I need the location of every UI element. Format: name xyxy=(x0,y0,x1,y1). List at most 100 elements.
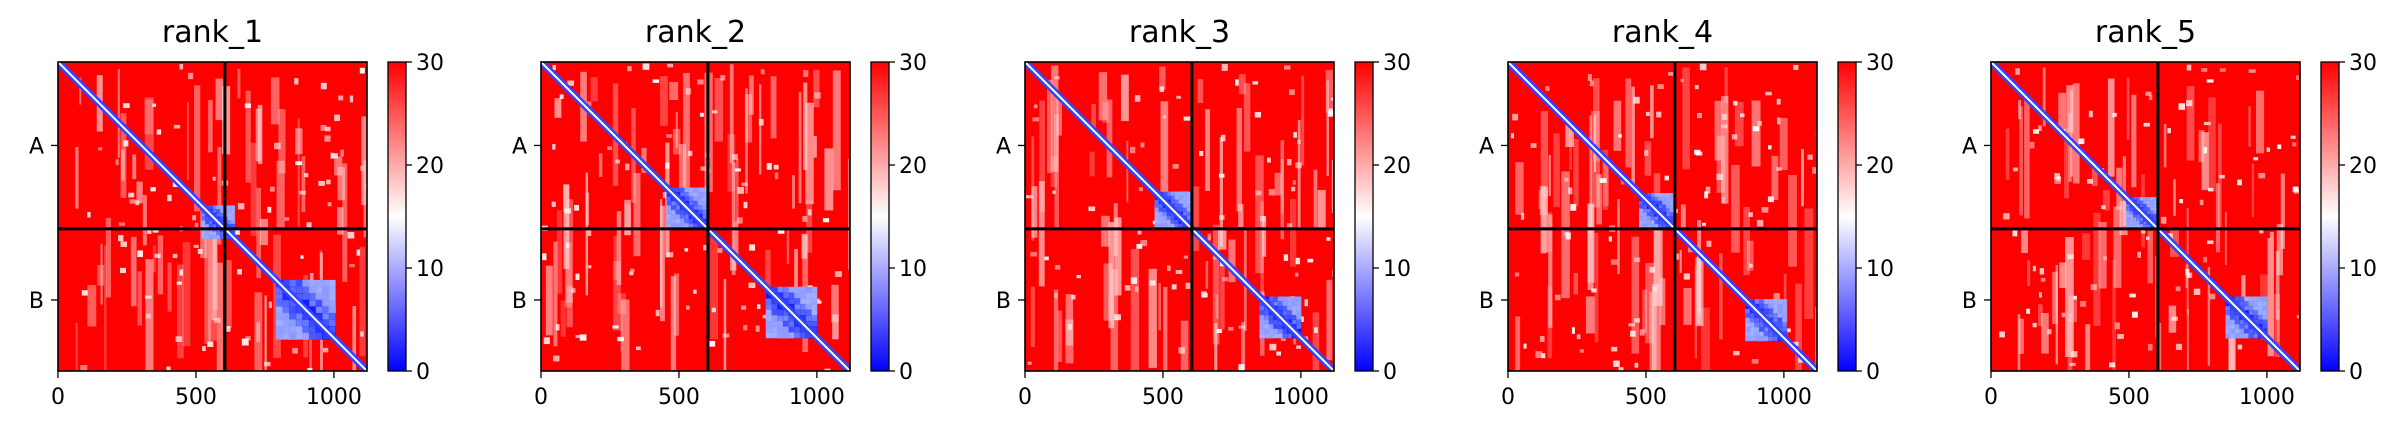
heatmap-speck xyxy=(202,346,206,352)
domain-cell xyxy=(1259,314,1265,321)
heatmap-streak xyxy=(2215,183,2221,253)
domain-cell xyxy=(1662,208,1667,213)
heatmap-streak xyxy=(1214,323,1218,371)
domain-cell xyxy=(201,231,206,236)
domain-cell xyxy=(777,292,784,299)
domain-cell xyxy=(308,306,317,314)
domain-cell xyxy=(2248,301,2254,307)
colorbar-frame xyxy=(387,61,407,372)
heatmap-speck xyxy=(686,305,690,310)
domain-cell xyxy=(1162,191,1168,197)
domain-cell xyxy=(328,293,336,301)
domain-cell xyxy=(1182,211,1188,217)
heatmap-speck xyxy=(179,269,184,276)
domain-cell xyxy=(302,286,310,294)
heatmap-speck xyxy=(172,253,178,259)
heatmap-speck xyxy=(1514,272,1520,277)
panel-title: rank_5 xyxy=(2095,15,2196,50)
heatmap-speck xyxy=(1269,343,1277,351)
heatmap-speck xyxy=(2040,277,2046,282)
domain-cell xyxy=(1639,204,1644,209)
colorbar-tick-label: 30 xyxy=(416,51,444,76)
domain-cell xyxy=(1162,215,1168,221)
domain-cell xyxy=(302,279,310,288)
domain-cell xyxy=(1282,305,1288,311)
heatmap-speck xyxy=(2203,256,2208,263)
domain-cell xyxy=(697,209,703,215)
domain-cell xyxy=(1154,203,1160,209)
heatmap-speck xyxy=(579,334,587,341)
heatmap-speck xyxy=(225,326,231,332)
heatmap-speck xyxy=(802,216,808,222)
domain-cell xyxy=(205,234,210,240)
domain-cell xyxy=(765,320,773,328)
heatmap-speck xyxy=(1629,330,1636,337)
heatmap-speck xyxy=(2237,179,2242,186)
heatmap-streak xyxy=(2018,100,2022,120)
heatmap-speck xyxy=(1812,167,1817,174)
heatmap-speck xyxy=(2088,110,2093,118)
domain-cell xyxy=(1669,204,1675,209)
heatmap-speck xyxy=(575,273,580,280)
heatmap-speck xyxy=(662,191,669,199)
domain-cell xyxy=(1287,305,1293,311)
heatmap-speck xyxy=(1807,154,1813,160)
heatmap-speck xyxy=(2147,343,2153,351)
domain-cell xyxy=(1174,199,1180,205)
heatmap-streak xyxy=(1126,140,1129,203)
heatmap-streak xyxy=(2275,251,2280,320)
heatmap-streak xyxy=(2067,313,2073,371)
heatmap-streak xyxy=(1220,258,1225,330)
domain-cell xyxy=(2143,200,2148,205)
heatmap-streak xyxy=(1683,288,1692,325)
heatmap-streak xyxy=(621,299,630,371)
heatmap-streak xyxy=(1653,173,1661,289)
domain-cell xyxy=(2143,203,2148,208)
domain-cell xyxy=(1268,296,1274,302)
heatmap-speck xyxy=(2175,286,2181,292)
domain-cell xyxy=(302,299,310,307)
heatmap-speck xyxy=(2179,199,2184,204)
heatmap-streak xyxy=(2068,295,2078,323)
heatmap-streak xyxy=(352,306,357,371)
domain-cell xyxy=(1166,211,1172,217)
heatmap-speck xyxy=(193,244,199,249)
heatmap-speck xyxy=(2290,135,2296,139)
domain-cell xyxy=(1639,200,1644,206)
heatmap-streak xyxy=(1236,107,1242,212)
domain-cell xyxy=(275,306,284,314)
heatmap-speck xyxy=(119,267,127,274)
chain-label-B: B xyxy=(1962,289,1977,314)
domain-cell xyxy=(771,332,778,339)
heatmap-speck xyxy=(118,222,126,226)
heatmap-streak xyxy=(1682,67,1690,170)
domain-cell xyxy=(295,293,303,301)
heatmap-streak xyxy=(1719,253,1723,340)
heatmap-streak xyxy=(1255,155,1264,274)
heatmap-speck xyxy=(1656,111,1662,118)
heatmap-streak xyxy=(2157,322,2162,371)
heatmap-streak xyxy=(132,154,137,180)
domain-cell xyxy=(1174,203,1180,209)
heatmap-streak xyxy=(1065,319,1074,364)
domain-cell xyxy=(322,332,330,340)
heatmap-streak xyxy=(1331,160,1334,214)
heatmap-speck xyxy=(241,338,249,346)
domain-cell xyxy=(282,279,290,288)
heatmap-speck xyxy=(1068,323,1073,330)
domain-cell xyxy=(315,312,323,321)
domain-cell xyxy=(1642,223,1648,229)
domain-cell xyxy=(2253,296,2259,302)
heatmap-speck xyxy=(1202,292,1208,298)
domain-cell xyxy=(2234,319,2240,325)
heatmap-streak xyxy=(2224,211,2227,266)
heatmap-speck xyxy=(1613,360,1620,367)
heatmap-speck xyxy=(1221,64,1228,71)
domain-cell xyxy=(811,298,818,305)
domain-cell xyxy=(1669,193,1675,198)
heatmap-speck xyxy=(697,79,704,85)
heatmap-streak xyxy=(1089,151,1095,177)
heatmap-streak xyxy=(1280,159,1284,214)
heatmap-speck xyxy=(1634,362,1639,368)
heatmap-streak xyxy=(1053,289,1059,371)
